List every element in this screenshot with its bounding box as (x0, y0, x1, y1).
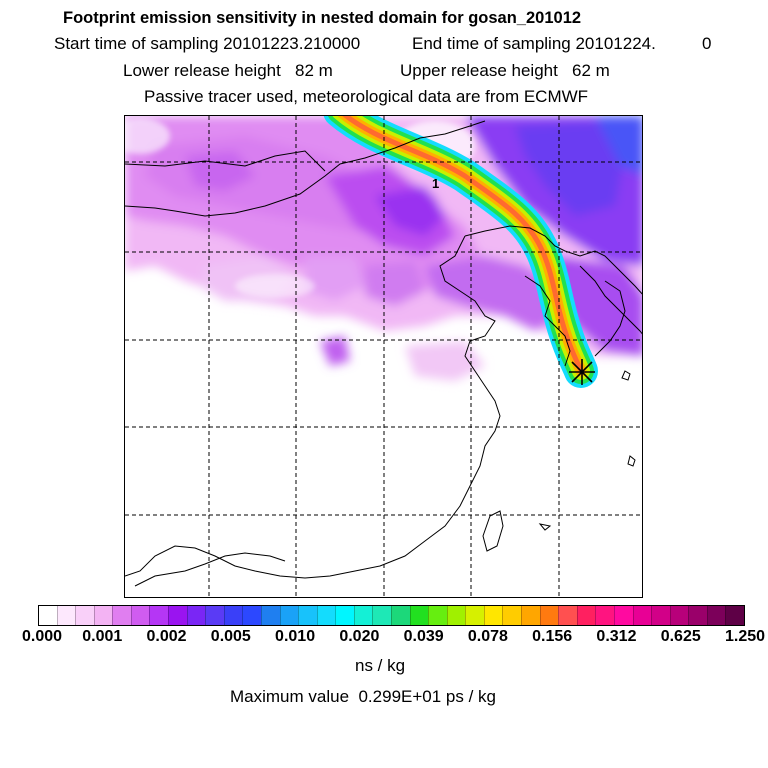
start-time-label: Start time of sampling 20101223.210000 (54, 34, 360, 54)
colorbar-segment (707, 606, 726, 625)
colorbar-segment (521, 606, 540, 625)
colorbar-segment (633, 606, 652, 625)
colorbar-segment (725, 606, 744, 625)
colorbar-segment (540, 606, 559, 625)
colorbar-tick-label: 0.005 (211, 628, 251, 646)
colorbar-segment (168, 606, 187, 625)
colorbar-segment (149, 606, 168, 625)
colorbar-segment (688, 606, 707, 625)
colorbar-segment (317, 606, 336, 625)
colorbar-ticks: 0.000 0.001 0.002 0.005 0.010 0.020 0.039 0.078… (0, 628, 768, 650)
colorbar-tick-label: 0.020 (339, 628, 379, 646)
colorbar-segment (187, 606, 206, 625)
end-hour-label: 0 (702, 34, 711, 54)
colorbar (38, 605, 745, 626)
colorbar-segment (75, 606, 94, 625)
colorbar-tick-label: 0.010 (275, 628, 315, 646)
star-marker-icon (569, 359, 595, 385)
colorbar-segment (595, 606, 614, 625)
colorbar-tick-label: 0.156 (532, 628, 572, 646)
colorbar-tick-label: 0.000 (22, 628, 62, 646)
colorbar-segment (354, 606, 373, 625)
colorbar-segment (335, 606, 354, 625)
colorbar-tick-label: 0.312 (596, 628, 636, 646)
map-canvas: 1 (125, 116, 643, 598)
colorbar-segment (614, 606, 633, 625)
colorbar-segment (298, 606, 317, 625)
colorbar-unit: ns / kg (355, 656, 405, 676)
colorbar-tick-label: 0.002 (147, 628, 187, 646)
footprint-map: 1 (124, 115, 643, 598)
colorbar-segment (651, 606, 670, 625)
colorbar-segment (391, 606, 410, 625)
colorbar-segment (280, 606, 299, 625)
colorbar-tick-label: 0.039 (404, 628, 444, 646)
colorbar-tick-label: 0.001 (82, 628, 122, 646)
colorbar-segment (465, 606, 484, 625)
title: Footprint emission sensitivity in nested… (63, 8, 581, 28)
colorbar-segment (447, 606, 466, 625)
colorbar-segment (428, 606, 447, 625)
lower-release-height: Lower release height 82 m (123, 61, 333, 81)
colorbar-segment (112, 606, 131, 625)
colorbar-segment (57, 606, 76, 625)
colorbar-segment (131, 606, 150, 625)
upper-release-height: Upper release height 62 m (400, 61, 610, 81)
colorbar-segment (670, 606, 689, 625)
colorbar-segment (224, 606, 243, 625)
colorbar-segment (577, 606, 596, 625)
colorbar-tick-label: 1.250 (725, 628, 765, 646)
max-value-label: Maximum value 0.299E+01 ps / kg (230, 687, 496, 707)
colorbar-segment (558, 606, 577, 625)
colorbar-tick-label: 0.625 (661, 628, 701, 646)
marker-label: 1 (432, 176, 439, 191)
colorbar-segment (94, 606, 113, 625)
colorbar-tick-label: 0.078 (468, 628, 508, 646)
colorbar-segment (502, 606, 521, 625)
colorbar-segment (410, 606, 429, 625)
colorbar-segment (205, 606, 224, 625)
colorbar-segment (261, 606, 280, 625)
tracer-info: Passive tracer used, meteorological data… (144, 87, 588, 107)
end-time-label: End time of sampling 20101224. (412, 34, 656, 54)
colorbar-segment (372, 606, 391, 625)
colorbar-segment (242, 606, 261, 625)
colorbar-segment (39, 606, 57, 625)
colorbar-segment (484, 606, 503, 625)
